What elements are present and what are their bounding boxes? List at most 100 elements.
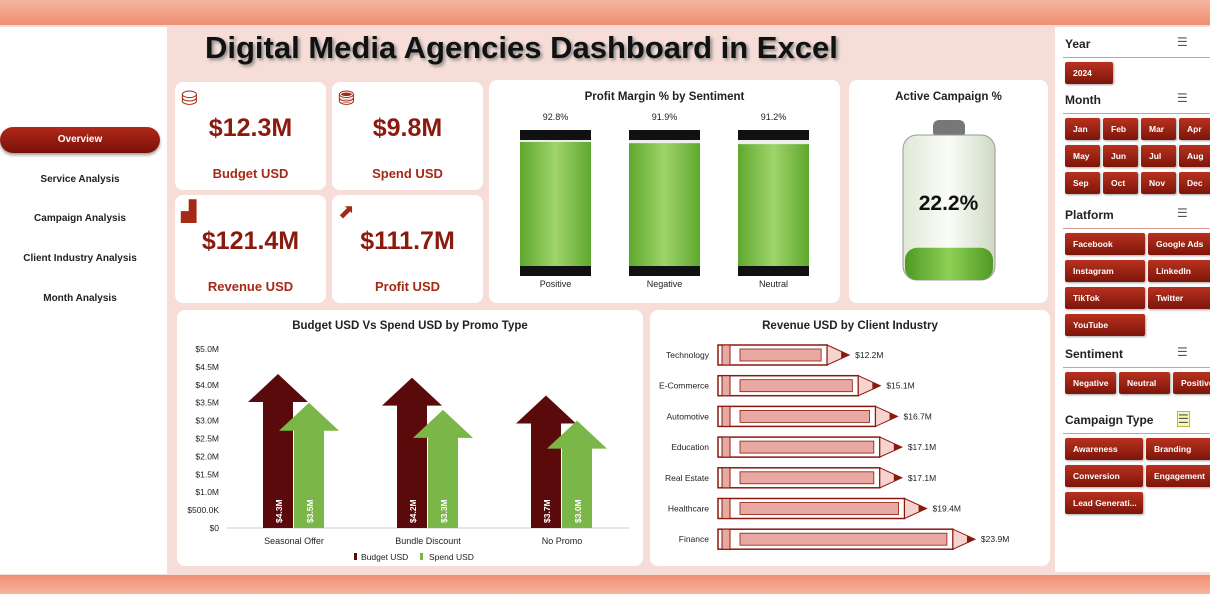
slicer-platform-youtube[interactable]: YouTube xyxy=(1065,314,1145,336)
y-tick-label: $1.0M xyxy=(195,487,219,497)
slicer-month-sep[interactable]: Sep xyxy=(1065,172,1100,194)
category-label: E-Commerce xyxy=(659,381,709,391)
pencil-eraser xyxy=(721,436,731,458)
slicer-month-dec[interactable]: Dec xyxy=(1179,172,1210,194)
budget-spend-chart: Budget USD Vs Spend USD by Promo Type $0… xyxy=(177,310,643,566)
kpi-label: Budget USD xyxy=(212,166,289,181)
pencil-stripe xyxy=(739,532,948,546)
bar-cap-bottom xyxy=(520,266,591,276)
nav-overview[interactable]: Overview xyxy=(0,127,160,153)
budget-spend-svg: $0 $500.0K $1.0M $1.5M $2.0M $2.5M $3.0M $3.5M $… xyxy=(187,344,629,562)
slicer-month-aug[interactable]: Aug xyxy=(1179,145,1210,167)
slicer-sentiment-neutral[interactable]: Neutral xyxy=(1119,372,1170,394)
bar-cap-top xyxy=(738,130,809,140)
nav-campaign-analysis[interactable]: Campaign Analysis xyxy=(34,213,126,224)
gauge-value: 22.2% xyxy=(918,192,979,215)
battery-fill xyxy=(905,247,993,280)
slicer-sentiment-positive[interactable]: Positive xyxy=(1173,372,1210,394)
kpi-label: Revenue USD xyxy=(207,279,294,294)
bar-cap-top xyxy=(629,130,700,140)
category-label: Automotive xyxy=(666,411,709,421)
slicer-platform-google-ads[interactable]: Google Ads xyxy=(1148,233,1210,255)
data-label: $17.1M xyxy=(908,442,936,452)
bottom-bar xyxy=(0,575,1210,594)
legend-budget: Budget USD xyxy=(361,552,408,562)
slicer-platform-linkedin[interactable]: LinkedIn xyxy=(1148,260,1210,282)
profit-margin-chart: Profit Margin % by Sentiment 92.8% Positi… xyxy=(489,80,840,303)
slicer-platform-facebook[interactable]: Facebook xyxy=(1065,233,1145,255)
nav-client-industry-analysis[interactable]: Client Industry Analysis xyxy=(23,253,137,264)
slicer-title-month: Month xyxy=(1065,93,1101,107)
category-label: Negative xyxy=(647,279,683,289)
bar-cap-bottom xyxy=(738,266,809,276)
pencil-eraser xyxy=(721,344,731,366)
multi-select-icon[interactable]: ☰ xyxy=(1177,345,1188,359)
chart-title: Active Campaign % xyxy=(895,91,1002,103)
revenue-industry-svg: Technology $12.2M E-Commerce $15.1M Automoti… xyxy=(659,344,1009,550)
slicer-campaign-type-lead-generati-[interactable]: Lead Generati... xyxy=(1065,492,1143,514)
data-label: $3.0M xyxy=(573,499,583,523)
category-label: No Promo xyxy=(542,536,583,546)
kpi-value: $9.8M xyxy=(372,114,443,142)
slicer-month-nov[interactable]: Nov xyxy=(1141,172,1176,194)
data-label: $3.7M xyxy=(542,499,552,523)
pencil-eraser xyxy=(721,528,731,550)
pencil-stripe xyxy=(739,348,822,362)
pencil-stripe xyxy=(739,379,853,393)
multi-select-icon[interactable]: ☰ xyxy=(1177,91,1188,105)
kpi-value: $121.4M xyxy=(201,227,300,255)
y-tick-label: $0 xyxy=(210,523,220,533)
data-label: 91.9% xyxy=(652,112,678,122)
multi-select-icon[interactable]: ☰ xyxy=(1177,206,1188,220)
pencil-tip xyxy=(904,497,928,520)
revenue-industry-chart: Revenue USD by Client Industry Technolog… xyxy=(650,310,1050,566)
pencil-lead xyxy=(893,443,902,452)
slicer-month-feb[interactable]: Feb xyxy=(1103,118,1138,140)
nav-service-analysis[interactable]: Service Analysis xyxy=(40,174,120,185)
data-label: 91.2% xyxy=(761,112,787,122)
slicer-campaign-type-awareness[interactable]: Awareness xyxy=(1065,438,1143,460)
active-campaign-card: Active Campaign % 22.2% xyxy=(849,80,1048,303)
slicer-platform-tiktok[interactable]: TikTok xyxy=(1065,287,1145,309)
bar-cap-bottom xyxy=(629,266,700,276)
sidebar: Overview Service Analysis Campaign Analy… xyxy=(0,27,167,574)
pencil-tip xyxy=(879,467,904,489)
pencil-lead xyxy=(918,504,927,513)
slicer-month-jan[interactable]: Jan xyxy=(1065,118,1100,140)
kpi-value: $111.7M xyxy=(360,227,455,255)
slicer-month-apr[interactable]: Apr xyxy=(1179,118,1210,140)
category-label: Healthcare xyxy=(668,504,709,514)
slicer-month-mar[interactable]: Mar xyxy=(1141,118,1176,140)
chart-title: Budget USD Vs Spend USD by Promo Type xyxy=(292,320,528,332)
slicer-year-2024[interactable]: 2024 xyxy=(1065,62,1113,84)
slicer-month-oct[interactable]: Oct xyxy=(1103,172,1138,194)
category-label: Positive xyxy=(540,279,572,289)
slicer-platform-twitter[interactable]: Twitter xyxy=(1148,287,1210,309)
category-label: Real Estate xyxy=(665,473,709,483)
kpi-revenue: ▟ $121.4M Revenue USD xyxy=(175,195,326,303)
pencil-stripe xyxy=(739,410,870,423)
kpi-spend: ⛃ $9.8M Spend USD xyxy=(332,82,483,190)
category-label: Finance xyxy=(679,534,710,544)
slicer-month-may[interactable]: May xyxy=(1065,145,1100,167)
slicer-campaign-type-conversion[interactable]: Conversion xyxy=(1065,465,1143,487)
legend-swatch-budget xyxy=(354,553,357,560)
y-tick-label: $4.5M xyxy=(195,362,219,372)
arrow-budget-usd-seasonal-offer xyxy=(248,374,308,528)
multi-select-icon[interactable]: ☰ xyxy=(1177,35,1188,49)
multi-select-icon[interactable]: ☰ xyxy=(1177,411,1190,427)
slicer-sentiment-negative[interactable]: Negative xyxy=(1065,372,1116,394)
arrow-spend-usd-bundle-discount xyxy=(413,409,473,528)
data-label: $4.3M xyxy=(274,499,284,523)
slicer-divider xyxy=(1063,57,1210,58)
chart-title: Profit Margin % by Sentiment xyxy=(584,91,745,103)
slicer-month-jul[interactable]: Jul xyxy=(1141,145,1176,167)
slicer-campaign-type-engagement[interactable]: Engagement xyxy=(1146,465,1210,487)
slicer-month-jun[interactable]: Jun xyxy=(1103,145,1138,167)
data-label: $3.5M xyxy=(305,499,315,523)
legend-spend: Spend USD xyxy=(429,552,474,562)
growth-chart-icon: ⬈ xyxy=(338,201,355,223)
nav-month-analysis[interactable]: Month Analysis xyxy=(43,293,117,304)
slicer-platform-instagram[interactable]: Instagram xyxy=(1065,260,1145,282)
slicer-campaign-type-branding[interactable]: Branding xyxy=(1146,438,1210,460)
